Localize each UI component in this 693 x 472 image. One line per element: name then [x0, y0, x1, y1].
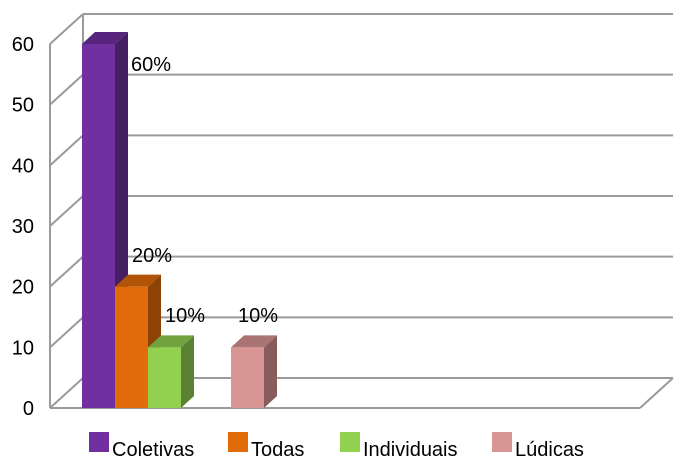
data-label: 10% [238, 305, 278, 327]
gridline-depth [49, 13, 84, 45]
bar-top [148, 335, 194, 348]
data-label: 10% [165, 305, 205, 327]
y-tick-label: 10 [12, 337, 34, 359]
gridline-depth [49, 255, 84, 288]
legend-label: Coletivas [112, 439, 194, 461]
bar-front [115, 286, 148, 408]
legend-swatch [492, 432, 512, 452]
legend-item-individuais: Individuais [340, 432, 458, 461]
legend-swatch [89, 432, 109, 452]
legend-label: Todas [251, 439, 304, 461]
chart-data-labels: 60% 20% 10% 10% [131, 54, 278, 327]
bar-top [115, 274, 161, 287]
floor-right-edge [639, 377, 674, 409]
y-tick-label: 50 [12, 95, 34, 117]
bar-front [148, 347, 181, 408]
y-tick-label: 0 [23, 398, 34, 420]
bar-front [82, 44, 115, 408]
legend-item-lúdicas: Lúdicas [492, 432, 584, 461]
bar-front [231, 347, 264, 408]
data-label: 60% [131, 54, 171, 76]
y-axis-tick-labels: 0 10 20 30 40 50 60 [12, 34, 34, 420]
chart-legend: Coletivas Todas Individuais Lúdicas [89, 432, 584, 461]
bar-coletivas [82, 32, 128, 408]
bar-individuais [148, 335, 194, 408]
bar-top [231, 335, 277, 348]
legend-swatch [340, 432, 360, 452]
gridline-depth [49, 73, 84, 106]
y-tick-label: 20 [12, 277, 34, 299]
bar-side [264, 335, 277, 408]
legend-item-coletivas: Coletivas [89, 432, 194, 461]
bar-todas [115, 274, 161, 408]
bar-side [181, 335, 194, 408]
gridline-depth [49, 316, 84, 349]
y-tick-label: 60 [12, 34, 34, 56]
legend-item-todas: Todas [228, 432, 304, 461]
y-tick-label: 30 [12, 216, 34, 238]
gridline-depth [49, 377, 84, 409]
gridline-depth [49, 195, 84, 227]
data-label: 20% [132, 245, 172, 267]
legend-label: Lúdicas [515, 439, 584, 461]
legend-label: Individuais [363, 439, 458, 461]
bar-top [82, 32, 128, 44]
bar-lúdicas [231, 335, 277, 408]
chart-bars [82, 32, 277, 408]
legend-swatch [228, 432, 248, 452]
y-tick-label: 40 [12, 155, 34, 177]
gridline-depth [49, 134, 84, 167]
